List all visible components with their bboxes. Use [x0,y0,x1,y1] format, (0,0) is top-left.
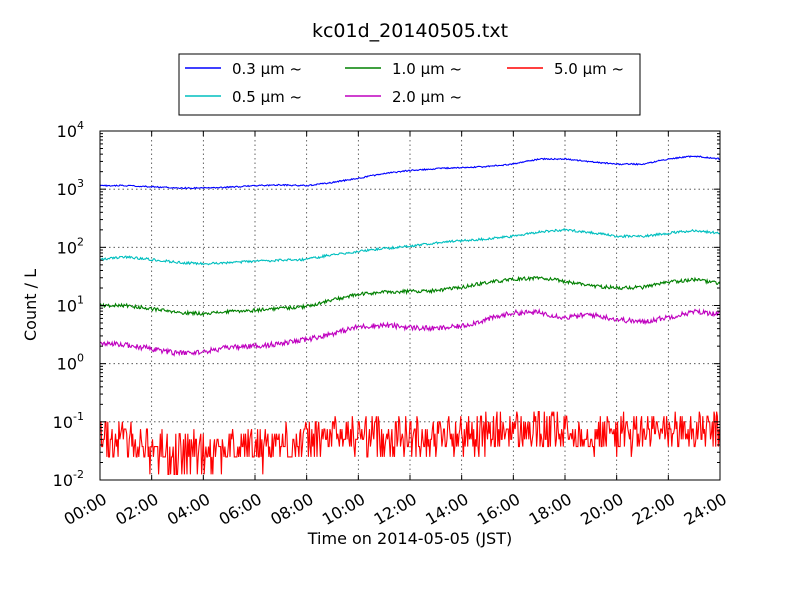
y-tick-label: 103 [57,177,84,199]
legend-box [178,53,641,116]
y-tick-label: 101 [57,294,84,316]
legend-label: 5.0 μm ~ [554,60,624,78]
x-tick-label: 12:00 [371,489,420,529]
series-line-2 [99,227,721,266]
x-tick-label: 08:00 [267,489,316,529]
y-tick-label: 102 [57,235,84,257]
x-tick-labels: 00:00 02:00 04:00 06:00 08:00 10:00 12:00 14:00… [61,489,730,529]
y-tick-label: 100 [57,352,84,374]
x-tick-label: 22:00 [629,489,678,529]
y-axis-label: Count / L [21,269,40,341]
x-tick-label: 24:00 [681,489,730,529]
y-tick-label: 10-2 [53,468,84,490]
axis-ticks [99,130,721,481]
x-tick-label: 18:00 [526,489,575,529]
legend: 0.3 μm ~ 0.5 μm ~ 1.0 μm ~ 2.0 μm ~ 5.0 μm ~ [178,53,641,116]
series-line-4 [99,307,721,357]
y-tick-labels: 10-2 10-1 100 101 102 103 104 [53,119,84,490]
x-tick-label: 14:00 [422,489,471,529]
x-tick-label: 06:00 [216,489,265,529]
x-tick-label: 02:00 [112,489,161,529]
x-tick-label: 10:00 [319,489,368,529]
legend-label: 1.0 μm ~ [392,60,462,78]
y-tick-label: 10-1 [53,410,84,432]
series-line-1 [99,155,721,190]
series-line-5 [100,411,721,475]
chart-title: kc01d_20140505.txt [312,20,508,42]
series-lines [99,155,721,475]
y-tick-label: 104 [57,119,84,141]
x-tick-label: 20:00 [577,489,626,529]
x-tick-label: 04:00 [164,489,213,529]
x-axis-label: Time on 2014-05-05 (JST) [307,529,512,548]
legend-label: 0.5 μm ~ [232,88,302,106]
legend-label: 2.0 μm ~ [392,88,462,106]
x-tick-label: 00:00 [61,489,110,529]
x-tick-label: 16:00 [474,489,523,529]
series-line-3 [99,275,721,317]
legend-label: 0.3 μm ~ [232,60,302,78]
